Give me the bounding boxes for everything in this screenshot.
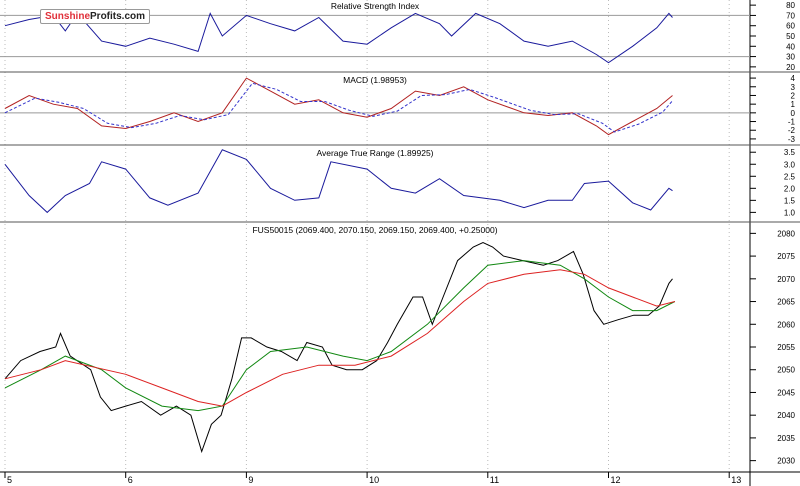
x-tick-label: 9: [248, 475, 253, 485]
y-tick-label: 2: [791, 91, 796, 100]
x-tick-label: 5: [7, 475, 12, 485]
price-title: FUS50015 (2069.400, 2070.150, 2069.150, …: [252, 225, 497, 235]
y-tick-label: -1: [788, 118, 796, 127]
x-tick-label: 11: [490, 475, 499, 485]
y-tick-label: 80: [786, 1, 795, 10]
y-tick-label: 2.0: [784, 184, 796, 193]
y-tick-label: 2050: [777, 366, 795, 375]
atr-series-atr: [4, 149, 673, 214]
y-tick-label: 3: [791, 83, 796, 92]
y-tick-label: 1.5: [784, 196, 796, 205]
rsi-series-rsi: [4, 12, 673, 64]
logo-part1: Sunshine: [45, 11, 91, 22]
y-tick-label: 3.5: [784, 148, 796, 157]
macd-series-signal: [4, 82, 673, 133]
y-tick-label: 2.5: [784, 172, 796, 181]
y-tick-label: 2075: [777, 252, 795, 261]
y-tick-label: 2070: [777, 275, 795, 284]
y-tick-label: 2080: [777, 229, 795, 238]
price-series-short-ma: [4, 260, 676, 412]
y-tick-label: 30: [786, 53, 795, 62]
y-tick-label: 3.0: [784, 160, 796, 169]
y-tick-label: 2045: [777, 388, 795, 397]
y-tick-label: 2040: [777, 411, 795, 420]
price-series-price: [4, 241, 673, 454]
y-tick-label: 0: [791, 109, 796, 118]
x-tick-label: 13: [731, 475, 741, 485]
logo-part2: Profits.com: [90, 11, 146, 22]
x-tick-label: 6: [128, 475, 133, 485]
logo: SunshineProfits.com: [40, 9, 151, 24]
y-tick-label: -3: [788, 135, 796, 144]
y-tick-label: 2035: [777, 434, 795, 443]
y-tick-label: 70: [786, 11, 795, 20]
y-tick-label: 20: [786, 63, 795, 72]
y-tick-label: 1.0: [784, 208, 796, 217]
macd-title: MACD (1.98953): [343, 75, 407, 85]
y-tick-label: 50: [786, 32, 795, 41]
y-tick-label: 2030: [777, 457, 795, 466]
y-tick-label: 2060: [777, 320, 795, 329]
y-tick-label: 2065: [777, 298, 795, 307]
y-tick-label: 60: [786, 22, 795, 31]
macd-series-macd: [4, 77, 673, 136]
atr-title: Average True Range (1.89925): [316, 148, 433, 158]
y-tick-label: 4: [791, 74, 796, 83]
x-tick-label: 10: [369, 475, 379, 485]
y-tick-label: 40: [786, 42, 795, 51]
x-tick-label: 12: [611, 475, 621, 485]
rsi-title: Relative Strength Index: [331, 1, 420, 11]
y-tick-label: 2055: [777, 343, 795, 352]
price-series-long-ma: [4, 269, 676, 407]
y-tick-label: 1: [791, 100, 796, 109]
y-tick-label: -2: [788, 126, 796, 135]
